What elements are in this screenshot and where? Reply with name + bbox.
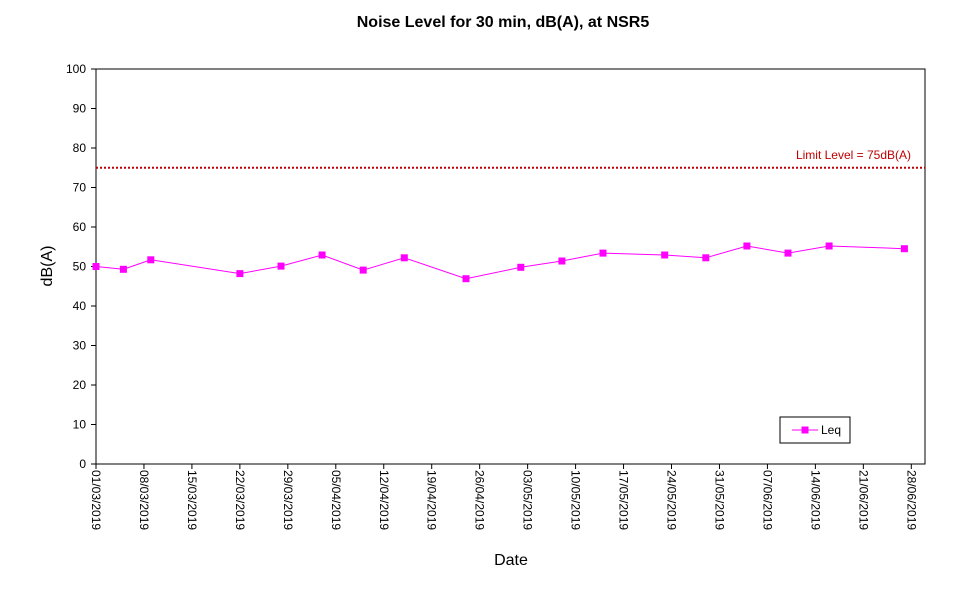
legend: Leq [779,416,851,444]
x-tick-label: 28/06/2019 [904,470,918,530]
data-point [277,262,285,270]
data-point [825,242,833,250]
data-point [400,254,408,262]
data-point [359,266,367,274]
y-tick-label: 0 [79,457,86,471]
y-tick-label: 100 [66,62,86,76]
data-point [119,265,127,273]
series-layer [92,242,908,283]
reference-lines: Limit Level = 75dB(A) [96,148,925,169]
x-tick-label: 01/03/2019 [89,470,103,530]
x-axis: 01/03/2019 08/03/2019 15/03/2019 22/03/2019… [89,464,918,530]
x-tick-label: 07/06/2019 [760,470,774,530]
plot-area [95,68,926,465]
x-tick-label: 17/05/2019 [617,470,631,530]
y-tick-label: 20 [73,378,87,392]
y-tick-label: 50 [73,260,87,274]
y-tick-label: 60 [73,220,87,234]
y-axis: 0 10 20 30 40 50 60 70 80 90 100 [66,62,96,471]
data-point [318,251,326,259]
data-point [92,263,100,270]
y-tick-label: 40 [73,299,87,313]
limit-label: Limit Level = 75dB(A) [796,148,911,162]
data-point [702,254,710,262]
x-tick-label: 08/03/2019 [137,470,151,530]
x-tick-label: 29/03/2019 [281,470,295,530]
series-line [95,245,905,280]
x-tick-label: 14/06/2019 [808,470,822,530]
data-point [558,257,566,265]
x-tick-label: 26/04/2019 [473,470,487,530]
x-tick-label: 21/06/2019 [856,470,870,530]
data-point [784,249,792,257]
data-point [147,256,155,264]
x-tick-label: 31/05/2019 [712,470,726,530]
data-point [236,270,244,278]
data-point [743,242,751,250]
x-tick-label: 03/05/2019 [521,470,535,530]
data-point [661,251,669,259]
x-tick-label: 05/04/2019 [329,470,343,530]
data-point [900,245,908,253]
legend-label: Leq [821,423,841,437]
x-axis-label: Date [494,552,528,569]
x-tick-label: 19/04/2019 [425,470,439,530]
x-tick-label: 15/03/2019 [185,470,199,530]
x-tick-label: 12/04/2019 [377,470,391,530]
data-point [599,249,607,257]
y-axis-label: dB(A) [39,246,56,287]
y-tick-label: 80 [73,141,87,155]
data-point [462,275,470,283]
y-tick-label: 30 [73,339,87,353]
x-tick-label: 22/03/2019 [233,470,247,530]
y-tick-label: 90 [73,102,87,116]
legend-marker [801,426,809,434]
chart-title: Noise Level for 30 min, dB(A), at NSR5 [357,14,650,31]
x-tick-label: 24/05/2019 [665,470,679,530]
x-tick-label: 10/05/2019 [569,470,583,530]
y-tick-label: 10 [73,418,87,432]
data-point [517,263,525,271]
y-tick-label: 70 [73,181,87,195]
